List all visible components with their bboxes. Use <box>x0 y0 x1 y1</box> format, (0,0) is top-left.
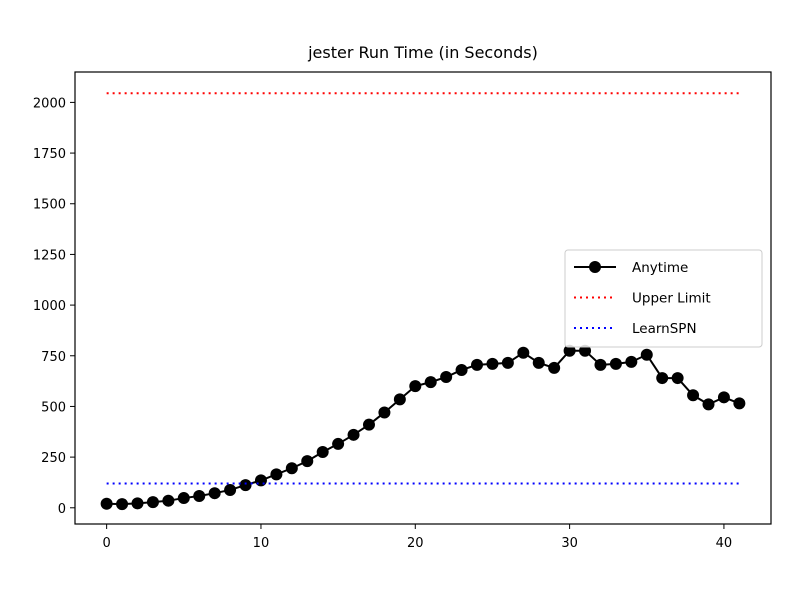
y-tick-label: 1250 <box>33 248 66 263</box>
data-point-anytime <box>687 389 700 402</box>
data-point-anytime <box>270 468 283 481</box>
series-layer <box>100 92 746 511</box>
y-tick-label: 750 <box>41 350 66 365</box>
x-tick-label: 0 <box>102 536 110 551</box>
x-tick-label: 20 <box>407 536 424 551</box>
data-point-anytime <box>440 371 453 384</box>
y-tick-label: 1000 <box>33 299 66 314</box>
legend: Anytime Upper Limit LearnSPN <box>564 249 763 348</box>
y-tick-label: 2000 <box>33 96 66 111</box>
legend-label-learnspn: LearnSPN <box>632 321 697 337</box>
data-point-anytime <box>656 372 669 385</box>
data-point-anytime <box>501 356 514 369</box>
legend-marker-anytime <box>589 261 601 273</box>
data-point-anytime <box>455 363 468 376</box>
data-point-anytime <box>548 361 561 374</box>
data-point-anytime <box>177 492 190 505</box>
x-axis: 0 10 20 30 40 <box>102 524 732 551</box>
data-point-anytime <box>316 446 329 459</box>
data-point-anytime <box>285 462 298 475</box>
y-tick-label: 250 <box>41 451 66 466</box>
legend-label-upper-limit: Upper Limit <box>632 291 711 307</box>
data-point-anytime <box>131 497 144 510</box>
data-point-anytime <box>424 376 437 389</box>
data-point-anytime <box>517 346 530 359</box>
data-point-anytime <box>563 344 576 357</box>
y-tick-label: 1500 <box>33 198 66 213</box>
data-point-anytime <box>362 418 375 431</box>
data-point-anytime <box>532 356 545 369</box>
data-point-anytime <box>116 498 129 511</box>
legend-label-anytime: Anytime <box>632 260 688 276</box>
legend-box <box>564 249 763 348</box>
x-tick-label: 10 <box>253 536 270 551</box>
y-tick-label: 500 <box>41 400 66 415</box>
data-point-anytime <box>254 474 267 487</box>
data-point-anytime <box>162 494 175 507</box>
data-point-anytime <box>594 358 607 371</box>
data-point-anytime <box>393 393 406 406</box>
data-point-anytime <box>717 391 730 404</box>
data-point-anytime <box>702 398 715 411</box>
data-point-anytime <box>332 437 345 450</box>
data-point-anytime <box>409 380 422 393</box>
y-tick-label: 1750 <box>33 147 66 162</box>
data-point-anytime <box>239 479 252 492</box>
data-point-anytime <box>609 357 622 370</box>
y-axis: 0 250 500 750 1000 1250 1500 1750 2000 <box>33 96 75 517</box>
data-point-anytime <box>301 455 314 468</box>
data-point-anytime <box>224 483 237 496</box>
data-point-anytime <box>733 397 746 410</box>
data-point-anytime <box>378 406 391 419</box>
data-point-anytime <box>146 496 159 509</box>
data-point-anytime <box>625 355 638 368</box>
data-point-anytime <box>486 357 499 370</box>
data-point-anytime <box>193 490 206 503</box>
data-point-anytime <box>347 428 360 441</box>
data-point-anytime <box>640 348 653 361</box>
chart-title: jester Run Time (in Seconds) <box>307 43 538 62</box>
x-tick-label: 40 <box>716 536 733 551</box>
plot-area-frame <box>74 71 772 525</box>
x-tick-label: 30 <box>561 536 578 551</box>
data-point-anytime <box>208 487 221 500</box>
data-point-anytime <box>579 344 592 357</box>
data-point-anytime <box>471 358 484 371</box>
series-line-anytime <box>106 349 740 506</box>
data-point-anytime <box>671 372 684 385</box>
data-point-anytime <box>100 497 113 510</box>
y-tick-label: 0 <box>58 502 66 517</box>
